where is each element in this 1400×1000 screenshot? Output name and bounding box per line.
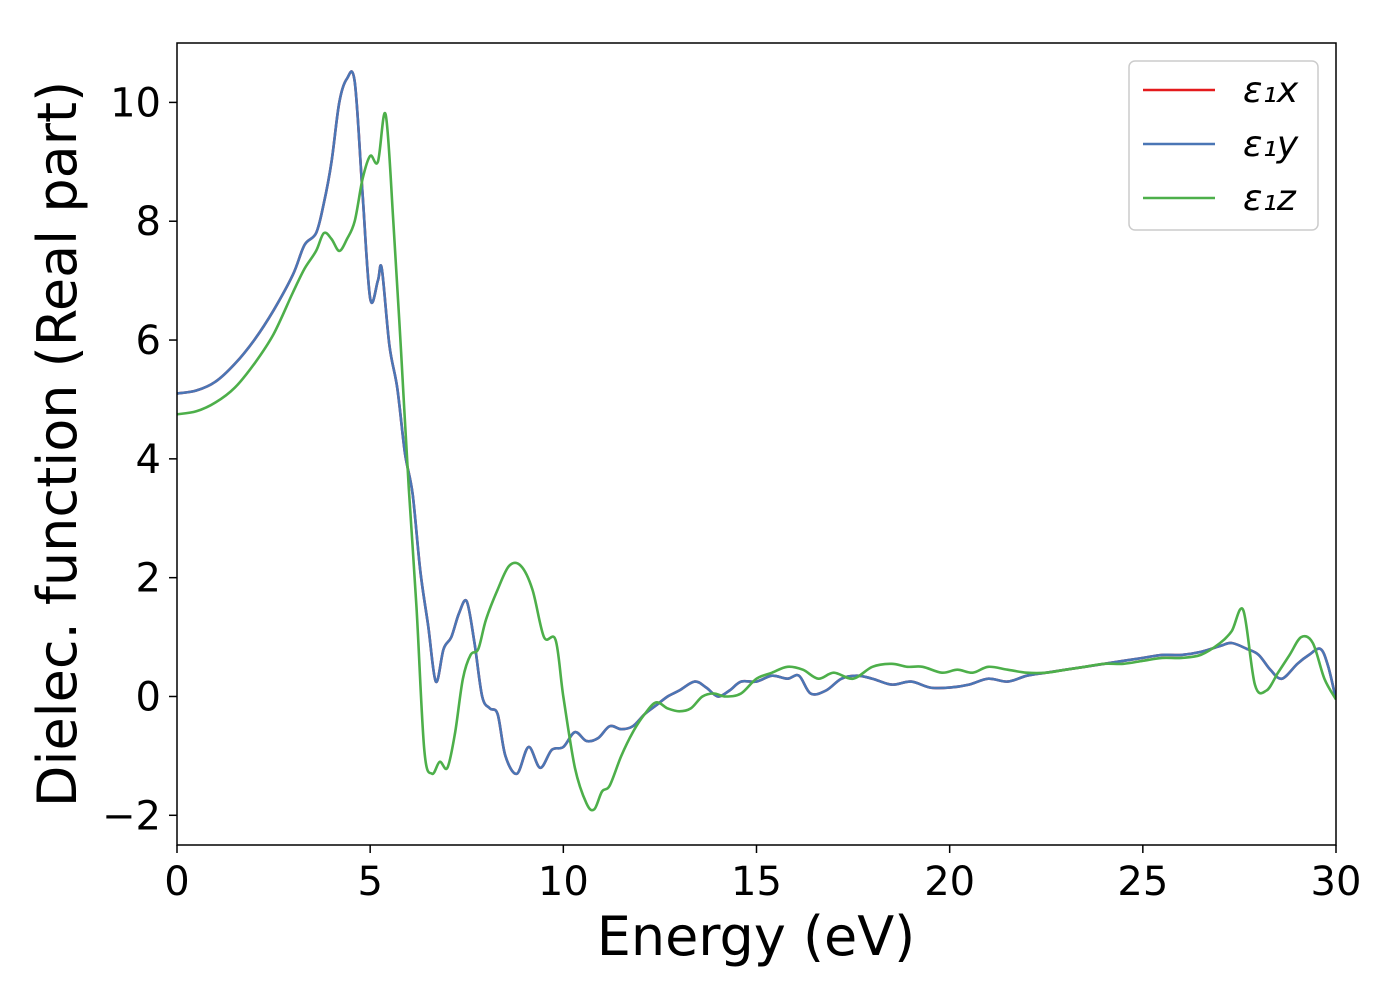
y-axis-label: Dielec. function (Real part) [26,81,89,807]
y-axis-ticks: −2 0 2 4 6 8 10 [102,80,177,839]
legend-label-1: ε₁x [1243,70,1299,111]
legend: ε₁x ε₁y ε₁z [1128,60,1319,231]
x-axis-ticks: 0 5 10 15 20 25 30 [164,845,1361,905]
y-tick-label: 4 [136,437,161,483]
y-tick-label: 10 [110,80,161,126]
x-tick-label: 30 [1311,859,1362,905]
legend-items: ε₁x ε₁y ε₁z [1143,70,1299,219]
y-tick-label: 2 [136,556,161,602]
series-layer [177,70,1336,812]
legend-box [1128,60,1319,231]
x-tick-label: 20 [924,859,975,905]
y-tick-label: 6 [136,318,161,364]
y-tick-label: −2 [102,793,161,839]
y-tick-label: 8 [136,199,161,245]
legend-label-3: ε₁z [1243,178,1297,219]
x-tick-label: 0 [164,859,189,905]
x-tick-label: 15 [731,859,782,905]
legend-label-2: ε₁y [1243,124,1299,165]
x-tick-label: 10 [538,859,589,905]
x-axis-label: Energy (eV) [597,905,916,968]
series-line-3 [177,111,1336,812]
x-tick-label: 25 [1117,859,1168,905]
x-tick-label: 5 [357,859,382,905]
y-tick-label: 0 [136,674,161,720]
